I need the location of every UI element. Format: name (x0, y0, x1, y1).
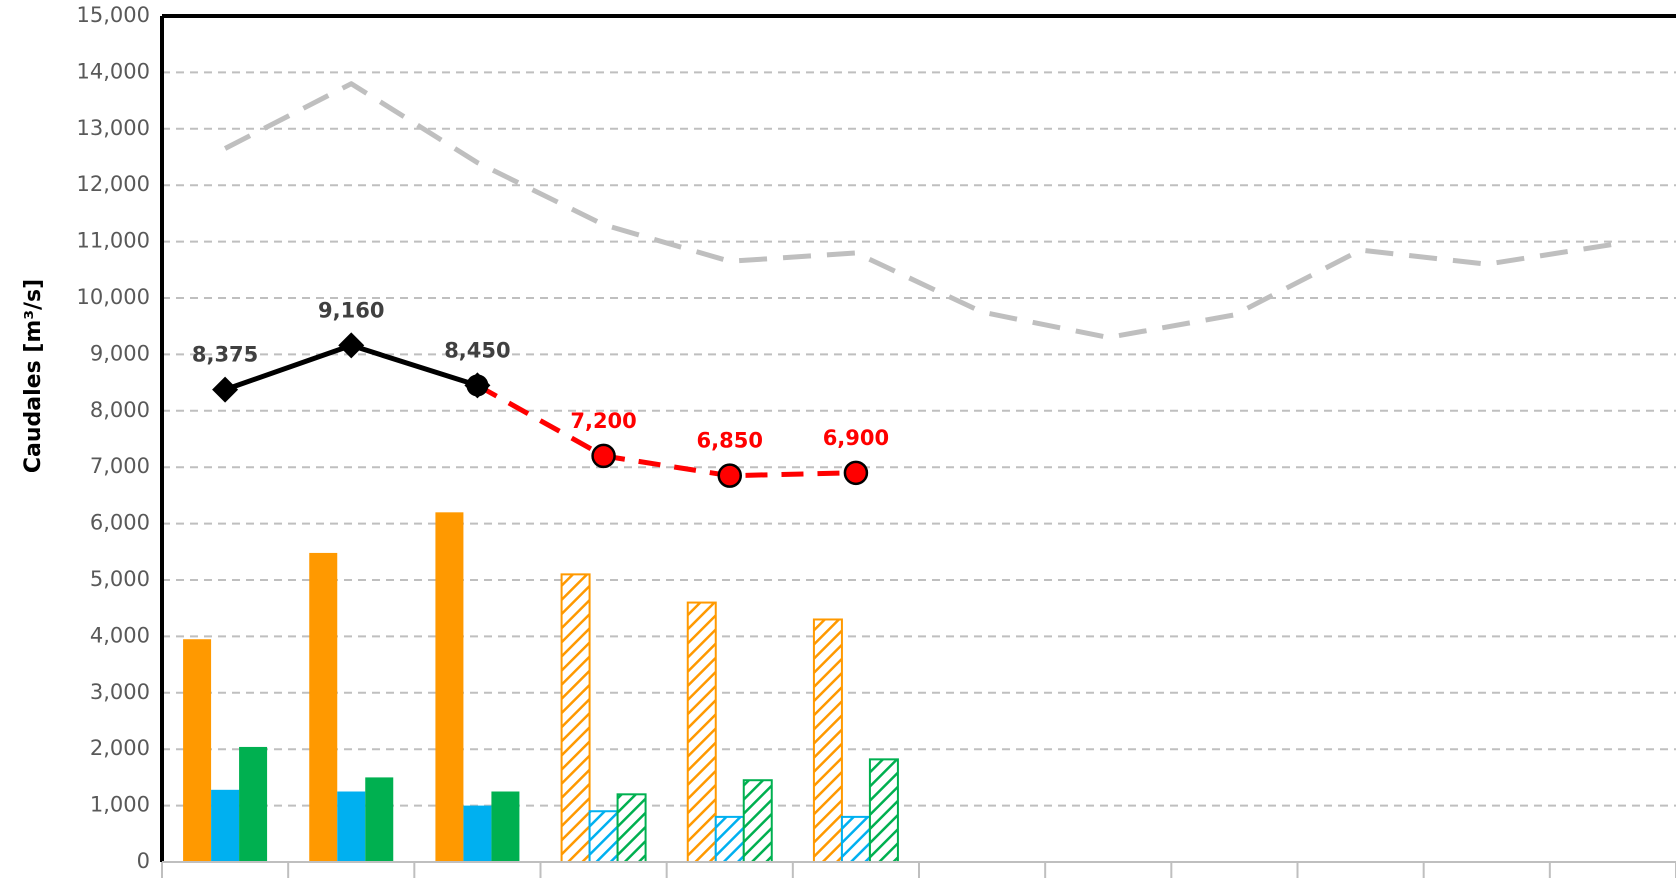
y-tick-label: 7,000 (90, 454, 150, 478)
y-tick-label: 12,000 (77, 172, 150, 196)
bars (183, 512, 899, 864)
diamond-marker (338, 332, 365, 359)
bar (309, 552, 338, 862)
bar (686, 601, 717, 863)
bar (868, 758, 899, 863)
y-tick-label: 8,000 (90, 398, 150, 422)
y-tick-label: 4,000 (90, 623, 150, 647)
bar (560, 573, 591, 863)
bar (491, 791, 520, 862)
y-tick-label: 9,000 (90, 341, 150, 365)
data-label: 8,450 (444, 338, 510, 362)
series-markers (212, 332, 869, 488)
data-label: 8,375 (192, 343, 258, 367)
data-labels: 8,375 9,160 8,450 7,200 6,850 6,900 (192, 298, 889, 452)
plot-frame (160, 14, 1676, 863)
bar (812, 618, 843, 863)
bar (337, 791, 366, 862)
data-label: 7,200 (570, 409, 636, 433)
y-tick-label: 15,000 (77, 3, 150, 27)
y-tick-label: 5,000 (90, 567, 150, 591)
bar (742, 779, 773, 863)
bar (239, 746, 268, 862)
series-lines (223, 81, 1614, 479)
bar (365, 777, 394, 862)
circle-marker (466, 374, 489, 397)
y-tick-label: 2,000 (90, 736, 150, 760)
y-tick-label: 13,000 (77, 116, 150, 140)
y-axis-label: Caudales [m³/s] (21, 279, 46, 473)
bar (183, 639, 212, 862)
y-axis-ticks: 0 1,000 2,000 3,000 4,000 5,000 6,000 7,000 8,00… (77, 3, 150, 873)
y-tick-label: 11,000 (77, 229, 150, 253)
data-label: 9,160 (318, 298, 384, 322)
bar (463, 805, 492, 862)
y-tick-label: 14,000 (77, 59, 150, 83)
bar (616, 793, 647, 864)
bar (714, 815, 745, 864)
bar (435, 512, 464, 862)
y-tick-label: 0 (137, 849, 150, 873)
bar (211, 789, 240, 862)
y-tick-label: 3,000 (90, 680, 150, 704)
bar (840, 815, 871, 864)
bar (588, 810, 619, 863)
circle-marker (843, 460, 869, 486)
circle-marker (717, 463, 742, 488)
series-line (476, 383, 856, 479)
y-tick-label: 10,000 (77, 285, 150, 309)
circle-marker (591, 443, 616, 469)
y-tick-label: 1,000 (90, 793, 150, 817)
y-tick-label: 6,000 (90, 511, 150, 535)
diamond-marker (212, 376, 239, 403)
series-line (223, 81, 1614, 340)
grid-lines (161, 71, 1676, 878)
data-label: 6,850 (697, 429, 763, 453)
data-label: 6,900 (823, 426, 889, 450)
